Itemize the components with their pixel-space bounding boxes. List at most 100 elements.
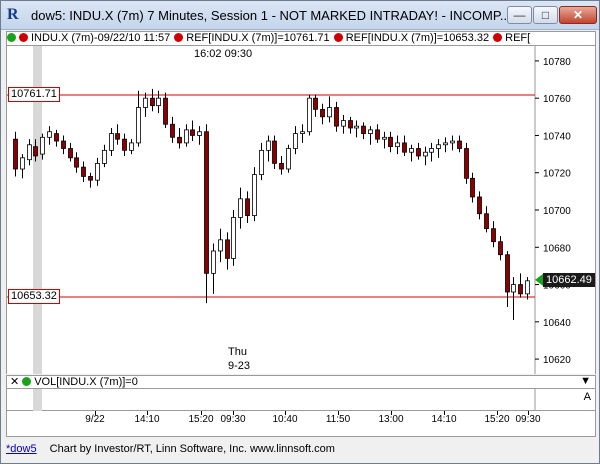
- legend-item-ref-extra[interactable]: REF[: [493, 32, 530, 45]
- y-tick-label: 10720: [543, 169, 571, 180]
- candle-body: [143, 97, 148, 108]
- y-tick-label: 10760: [543, 94, 571, 105]
- x-tick: [201, 411, 202, 415]
- candle-body: [109, 133, 114, 151]
- volume-panel[interactable]: A: [6, 389, 596, 411]
- legend-item-ref-high[interactable]: REF[INDU.X (7m)]=10761.71: [174, 32, 330, 45]
- title-bar[interactable]: R dow5: INDU.X (7m) 7 Minutes, Session 1…: [1, 1, 599, 30]
- candle-body: [477, 196, 482, 215]
- candle-body: [409, 148, 414, 153]
- x-tick-label: 9/22: [85, 414, 105, 425]
- candle-body: [457, 140, 462, 149]
- y-tick-label: 10640: [543, 318, 571, 329]
- candle-body: [368, 129, 373, 134]
- candle-body: [204, 131, 209, 274]
- y-tick-label: 10700: [543, 206, 571, 217]
- candle-body: [33, 146, 38, 157]
- candle-body: [423, 151, 428, 157]
- price-chart-svg[interactable]: 1078010760107401072010700106801066010640…: [7, 46, 595, 374]
- candle-body: [95, 163, 100, 181]
- volume-axis-label: A: [583, 391, 591, 403]
- candle-body: [47, 131, 52, 138]
- day-marker: Thu 9-23: [228, 345, 250, 373]
- candle-body: [238, 198, 243, 218]
- x-tick: [95, 411, 96, 415]
- maximize-icon: □: [541, 8, 550, 22]
- candle-body: [300, 131, 305, 134]
- price-legend: INDU.X (7m)-09/22/10 11:57 REF[INDU.X (7…: [6, 31, 596, 46]
- candle-body: [341, 120, 346, 127]
- candle-body: [279, 163, 284, 170]
- candle-body: [88, 176, 93, 181]
- x-tick: [528, 411, 529, 415]
- ref-line-label-high[interactable]: 10761.71: [8, 86, 60, 102]
- red-dot-icon: [493, 33, 503, 42]
- x-tick: [285, 411, 286, 415]
- candle-body: [505, 254, 510, 293]
- maximize-button[interactable]: □: [533, 6, 558, 24]
- x-tick-label: 14:10: [431, 414, 457, 425]
- candle-body: [525, 280, 530, 295]
- volume-legend-item[interactable]: ✕ VOL[INDU.X (7m)]=0: [7, 376, 138, 388]
- time-axis: 9/22 14:10 15:20 09:30 10:40 11:50 13:00 14:10 1…: [6, 411, 596, 437]
- candle-body: [354, 125, 359, 129]
- candle-body: [68, 148, 73, 159]
- candle-body: [307, 97, 312, 133]
- x-tick: [147, 411, 148, 415]
- candle-body: [218, 239, 223, 252]
- x-tick: [391, 411, 392, 415]
- minimize-icon: —: [513, 8, 526, 22]
- close-icon: ✕: [572, 8, 584, 22]
- minimize-button[interactable]: —: [507, 6, 532, 24]
- candle-body: [382, 136, 387, 140]
- x-tick-label: 14:10: [134, 414, 160, 425]
- y-tick-label: 10780: [543, 57, 571, 68]
- chart-page-link[interactable]: *dow5: [6, 443, 37, 455]
- candle-body: [129, 142, 134, 151]
- y-tick-label: 10620: [543, 355, 571, 366]
- candle-body: [225, 239, 230, 259]
- x-tick-label: 13:00: [378, 414, 404, 425]
- legend-ref-extra-label: REF[: [505, 32, 531, 44]
- price-chart-panel[interactable]: 1078010760107401072010700106801066010640…: [6, 46, 596, 374]
- window-title: dow5: INDU.X (7m) 7 Minutes, Session 1 -…: [31, 8, 511, 23]
- candle-body: [388, 136, 393, 148]
- legend-ref-high-label: REF[INDU.X (7m)]=10761.71: [186, 32, 330, 44]
- candle-body: [375, 129, 380, 140]
- candle-body: [150, 97, 155, 107]
- close-small-icon[interactable]: ✕: [10, 376, 20, 388]
- red-dot-icon: [19, 33, 28, 42]
- candle-body: [115, 133, 120, 140]
- ref-line-label-low[interactable]: 10653.32: [8, 288, 60, 304]
- last-price-tag: 10662.49: [543, 272, 595, 287]
- candle-body: [245, 198, 250, 216]
- candle-body: [272, 140, 277, 164]
- x-tick-label: 15:20: [188, 414, 214, 425]
- candle-body: [211, 250, 216, 274]
- candle-body: [348, 120, 353, 129]
- green-dot-icon: [22, 377, 32, 386]
- candle-body: [484, 213, 489, 230]
- legend-item-price[interactable]: INDU.X (7m)-09/22/10 11:57: [7, 32, 170, 45]
- candle-body: [498, 241, 503, 256]
- candle-body: [190, 129, 195, 136]
- app-icon[interactable]: R: [7, 6, 19, 23]
- candle-body: [13, 138, 18, 170]
- candle-body: [102, 149, 107, 164]
- x-tick-label: 11:50: [325, 414, 351, 425]
- candle-body: [511, 284, 516, 293]
- session-shade-vol: [33, 389, 42, 411]
- red-dot-icon: [333, 33, 343, 42]
- day-marker-weekday: Thu: [228, 346, 247, 358]
- legend-item-ref-low[interactable]: REF[INDU.X (7m)]=10653.32: [333, 32, 489, 45]
- status-bar: *dow5 Chart by Investor/RT, Linn Softwar…: [6, 440, 596, 458]
- candle-body: [197, 131, 202, 136]
- x-tick: [338, 411, 339, 415]
- y-tick-label: 10740: [543, 131, 571, 142]
- collapse-arrow-icon[interactable]: ▼: [580, 375, 591, 387]
- candle-body: [231, 217, 236, 259]
- session-shade: [33, 46, 42, 374]
- close-button[interactable]: ✕: [559, 6, 597, 24]
- volume-legend: ✕ VOL[INDU.X (7m)]=0 ▼: [6, 375, 596, 389]
